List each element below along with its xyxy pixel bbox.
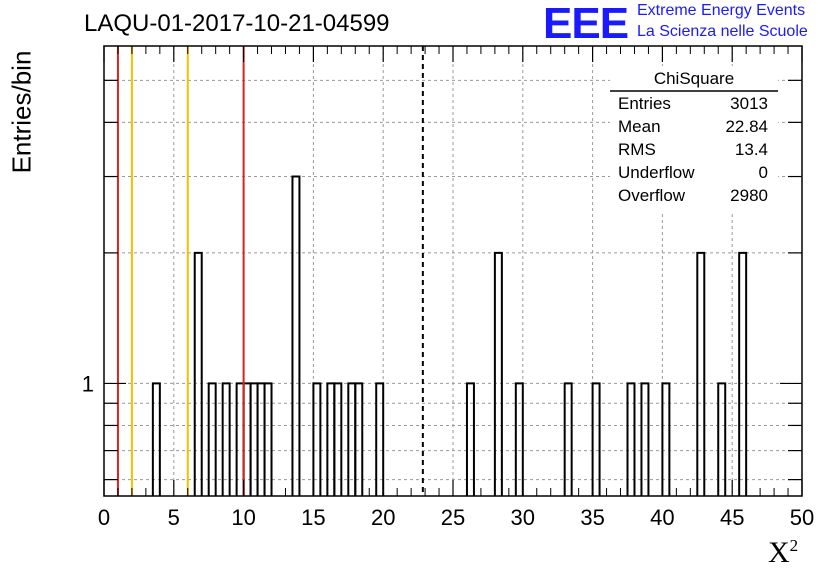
x-tick-label: 0 — [98, 505, 110, 530]
logo-line-1: Extreme Energy Events — [637, 2, 806, 19]
y-tick-label: 1 — [82, 371, 94, 396]
histogram-bar — [514, 382, 524, 496]
stats-title: ChiSquare — [654, 69, 734, 88]
histogram-bar — [151, 382, 161, 496]
stats-value: 2980 — [730, 186, 768, 205]
stats-box: ChiSquare Entries 3013 Mean 22.84 RMS 13.4 Unde… — [610, 66, 778, 214]
stats-label: Underflow — [618, 163, 695, 182]
stats-value: 0 — [759, 163, 768, 182]
histogram-bar — [207, 382, 217, 496]
histogram-bar — [235, 382, 245, 496]
histogram-bar — [221, 382, 231, 496]
histogram-bar — [640, 382, 650, 496]
histogram-bar — [354, 382, 364, 496]
histogram-bar — [263, 382, 273, 496]
stats-value: 3013 — [730, 94, 768, 113]
x-tick-label: 40 — [650, 505, 674, 530]
histogram-bar — [326, 382, 336, 496]
x-tick-label: 25 — [441, 505, 465, 530]
x-tick-label: 45 — [720, 505, 744, 530]
x-tick-label: 5 — [168, 505, 180, 530]
histogram-bar — [242, 382, 252, 496]
histogram-bar — [375, 382, 385, 496]
histogram-bar — [347, 382, 357, 496]
histogram-bar — [738, 251, 748, 496]
stats-label: Mean — [618, 117, 661, 136]
x-tick-label: 30 — [511, 505, 535, 530]
histogram-bar — [626, 382, 636, 496]
x-tick-label: 15 — [301, 505, 325, 530]
stats-label: RMS — [618, 140, 656, 159]
eee-logo: EEE — [543, 0, 629, 48]
stats-value: 13.4 — [735, 140, 768, 159]
x-tick-label: 10 — [231, 505, 255, 530]
histogram-bar — [717, 382, 727, 496]
histogram-bar — [465, 382, 475, 496]
chart-title: LAQU-01-2017-10-21-04599 — [84, 10, 390, 37]
x-axis-label: X2 — [768, 536, 798, 570]
stats-value: 22.84 — [725, 117, 768, 136]
x-axis-label-superscript: 2 — [789, 536, 799, 555]
histogram-bar — [696, 251, 706, 496]
histogram-bar — [249, 382, 259, 496]
histogram-bar — [563, 382, 573, 496]
x-tick-label: 20 — [371, 505, 395, 530]
histogram-bar — [256, 382, 266, 496]
histogram-bar — [591, 382, 601, 496]
stats-label: Entries — [618, 94, 671, 113]
axis-ticks: 0 5 10 15 20 25 30 35 40 45 50 1 — [82, 46, 814, 530]
histogram-bar — [661, 382, 671, 496]
histogram-bar — [193, 251, 203, 496]
histogram-bar — [291, 175, 301, 496]
histogram-bar — [333, 382, 343, 496]
x-tick-label: 35 — [580, 505, 604, 530]
histogram-bar — [493, 251, 503, 496]
reference-lines — [116, 46, 424, 496]
histogram-bars — [151, 175, 748, 496]
logo-line-2: La Scienza nelle Scuole — [637, 23, 808, 40]
x-axis-label-base: X — [768, 536, 790, 569]
x-tick-label: 50 — [790, 505, 814, 530]
stats-label: Overflow — [618, 186, 686, 205]
histogram-bar — [312, 382, 322, 496]
